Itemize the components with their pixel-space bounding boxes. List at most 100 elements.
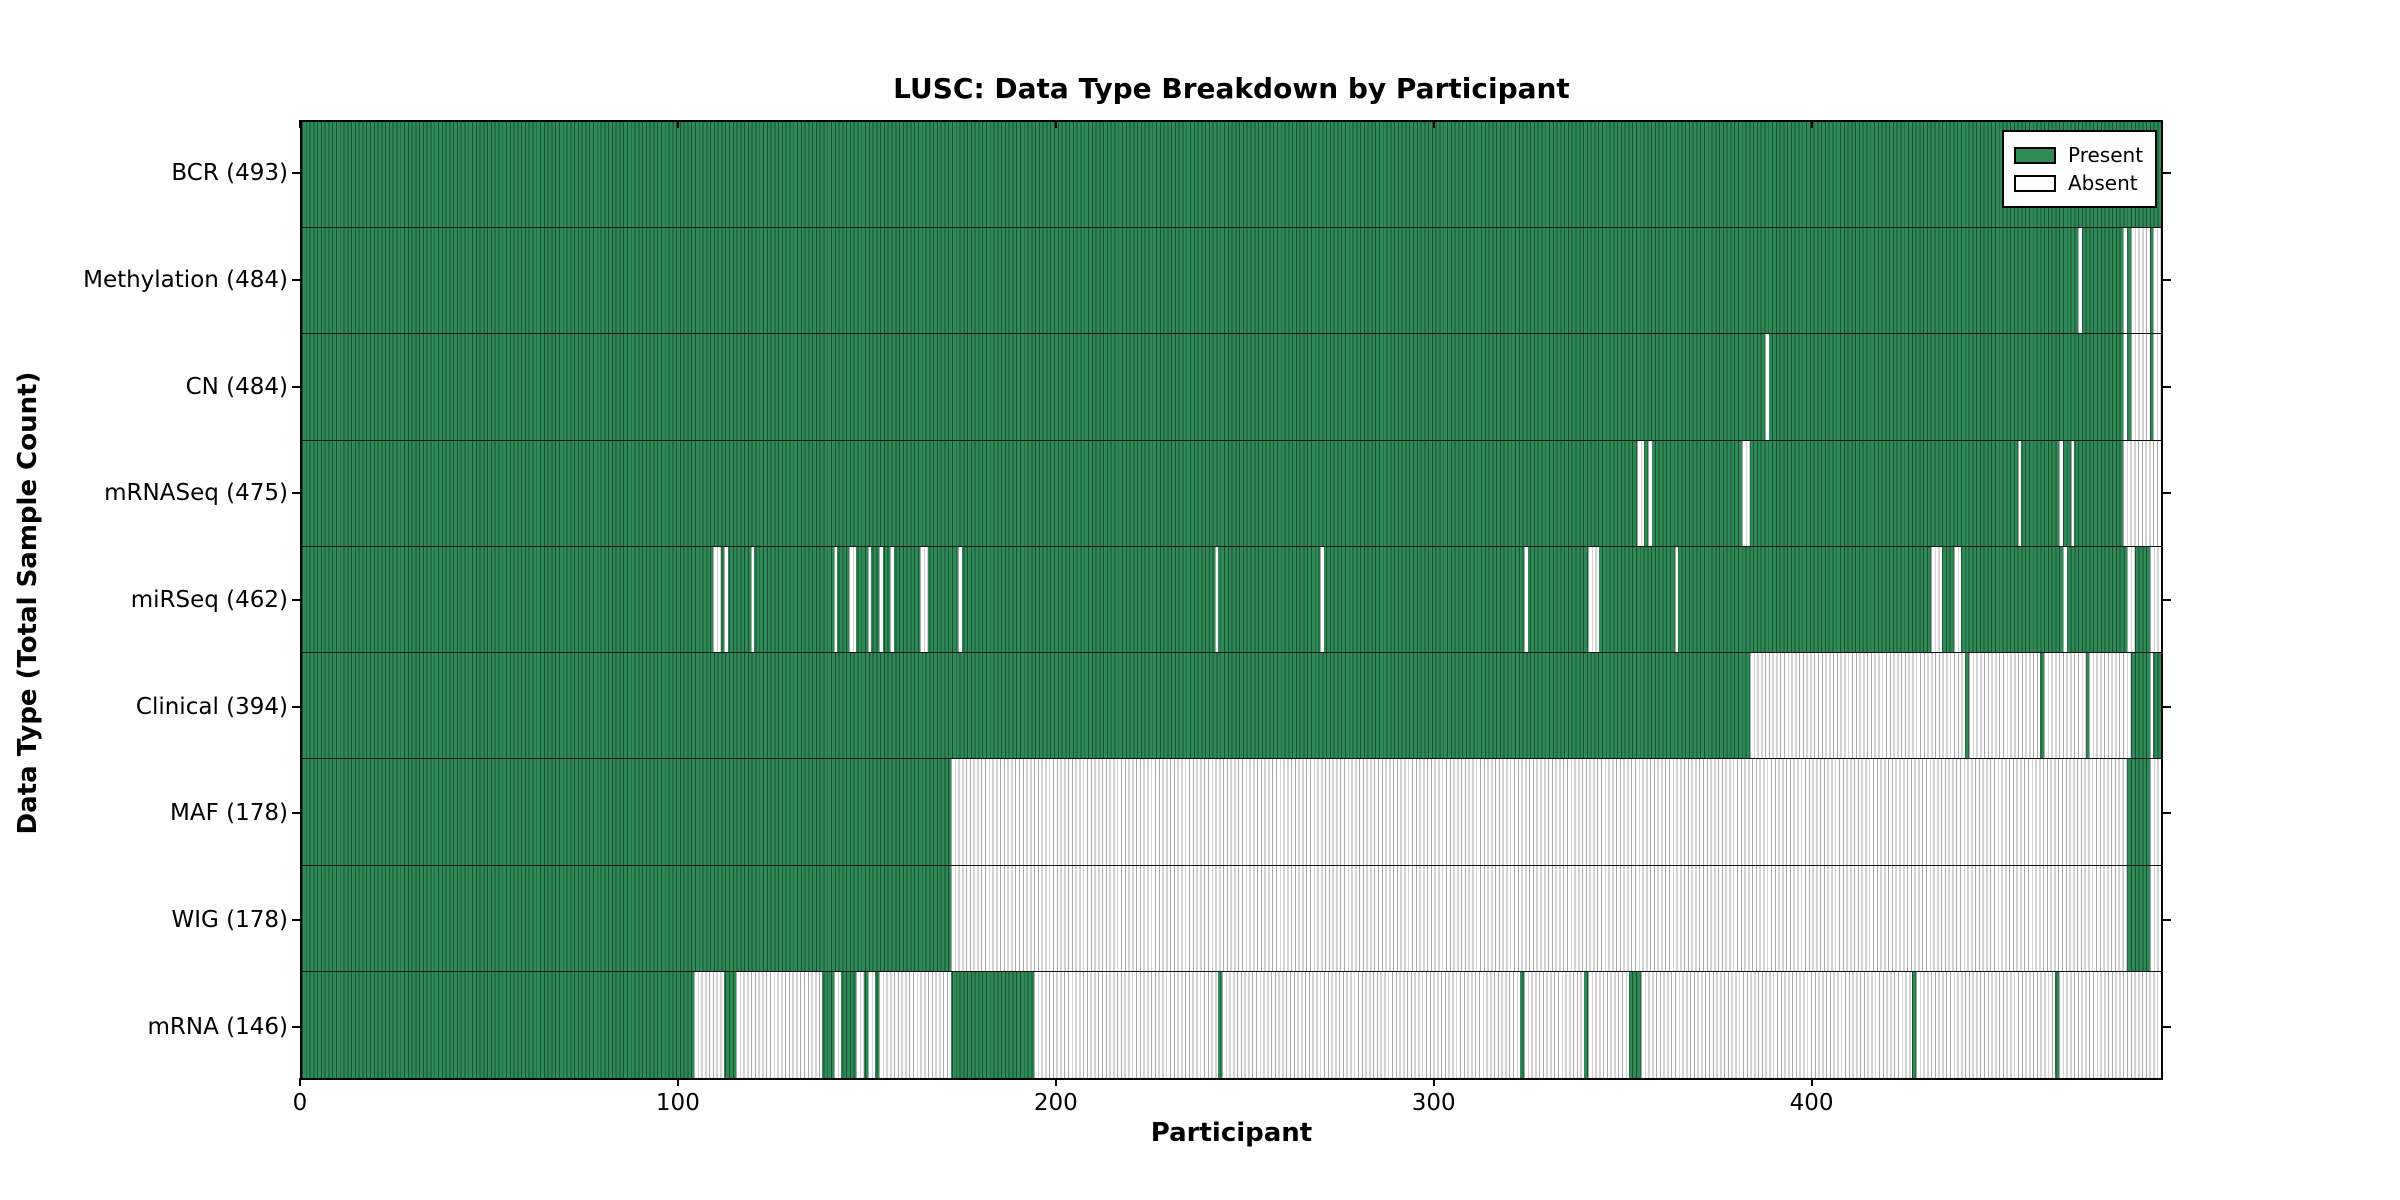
absent-segment: [1320, 546, 1324, 653]
absent-segment: [1765, 334, 1769, 440]
absent-segment: [735, 971, 823, 1078]
x-tick-label-0: 0: [292, 1090, 308, 1116]
absent-segment: [1648, 440, 1652, 546]
y-tick-mark: [2163, 705, 2171, 708]
y-tick-mark: [292, 492, 300, 495]
y-tick-label-miRSeq: miRSeq (462): [130, 587, 288, 613]
absent-segment: [2059, 440, 2063, 546]
present-fill: [302, 546, 2161, 653]
x-tick-label-300: 300: [1411, 1090, 1456, 1116]
absent-segment: [1636, 440, 1645, 546]
absent-segment: [724, 546, 729, 653]
y-tick-label-Methylation: Methylation (484): [83, 267, 288, 293]
absent-segment: [750, 546, 755, 653]
present-fill: [302, 228, 2161, 334]
absent-segment: [2130, 228, 2150, 334]
y-tick-mark: [2163, 919, 2171, 921]
absent-segment: [2044, 653, 2086, 759]
legend-entry-present: Present: [2014, 143, 2143, 167]
absent-segment: [867, 546, 872, 653]
row-mRNASeq: [302, 440, 2161, 547]
absent-segment: [878, 546, 883, 653]
absent-segment: [1523, 546, 1528, 653]
legend-swatch-absent: [2014, 174, 2056, 192]
y-tick-mark: [2163, 279, 2171, 281]
row-MAF: [302, 759, 2161, 866]
absent-segment: [1640, 971, 1913, 1078]
absent-segment: [1222, 971, 1520, 1078]
x-tick-mark: [676, 1078, 679, 1086]
absent-segment: [2149, 546, 2161, 653]
legend: Present Absent: [2002, 130, 2158, 208]
x-tick-label-100: 100: [655, 1090, 700, 1116]
absent-segment: [833, 546, 838, 653]
y-tick-label-mRNA: mRNA (146): [147, 1013, 288, 1040]
y-tick-mark: [292, 279, 300, 281]
absent-segment: [1674, 546, 1679, 653]
absent-segment: [694, 971, 725, 1078]
x-tick-mark: [676, 120, 679, 128]
y-tick-label-BCR: BCR (493): [171, 160, 288, 187]
x-tick-mark: [299, 1078, 301, 1086]
absent-segment: [920, 546, 928, 653]
x-axis-label: Participant: [1150, 1118, 1313, 1148]
absent-segment: [2123, 228, 2128, 334]
absent-segment: [1033, 971, 1219, 1078]
present-fill: [302, 122, 2161, 228]
row-BCR: [302, 122, 2161, 229]
absent-segment: [1930, 546, 1943, 653]
legend-entry-absent: Absent: [2014, 171, 2143, 195]
absent-segment: [2149, 759, 2161, 865]
absent-segment: [1968, 653, 2041, 759]
absent-segment: [713, 546, 721, 653]
absent-segment: [1587, 546, 1600, 653]
absent-segment: [2089, 653, 2131, 759]
row-WIG: [302, 865, 2161, 972]
row-Clinical: [302, 653, 2161, 760]
absent-segment: [2153, 334, 2161, 440]
row-miRSeq: [302, 546, 2161, 654]
absent-segment: [2017, 440, 2022, 546]
y-tick-mark: [2163, 1025, 2171, 1028]
absent-segment: [1953, 546, 1962, 653]
y-tick-label-WIG: WIG (178): [171, 907, 288, 933]
y-tick-mark: [292, 812, 300, 815]
absent-segment: [1523, 971, 1585, 1078]
absent-segment: [2127, 546, 2135, 653]
presence-matrix: [302, 122, 2161, 1078]
absent-segment: [833, 971, 842, 1078]
x-tick-mark: [299, 120, 301, 128]
y-tick-mark: [292, 919, 300, 921]
y-tick-mark: [292, 172, 300, 175]
y-tick-mark: [292, 599, 300, 601]
x-tick-mark: [1810, 1078, 1813, 1086]
absent-segment: [2149, 653, 2154, 759]
x-tick-mark: [1054, 120, 1057, 128]
row-Methylation: [302, 228, 2161, 335]
absent-segment: [1587, 971, 1630, 1078]
row-mRNA: [302, 971, 2161, 1078]
absent-segment: [878, 971, 951, 1078]
absent-segment: [1742, 440, 1750, 546]
legend-label: Present: [2068, 143, 2144, 167]
absent-segment: [958, 546, 962, 653]
absent-segment: [1749, 653, 1965, 759]
y-tick-mark: [2163, 172, 2171, 175]
plot-area: [300, 120, 2163, 1080]
absent-segment: [2130, 334, 2150, 440]
y-tick-mark: [292, 705, 300, 708]
y-tick-label-mRNASeq: mRNASeq (475): [104, 480, 288, 507]
absent-segment: [890, 546, 894, 653]
absent-segment: [950, 759, 2128, 865]
x-tick-mark: [1054, 1078, 1057, 1086]
y-tick-mark: [292, 1025, 300, 1028]
present-fill: [302, 334, 2161, 440]
y-tick-label-Clinical: Clinical (394): [135, 693, 288, 720]
present-fill: [302, 440, 2161, 546]
absent-segment: [2149, 865, 2161, 971]
absent-segment: [1214, 546, 1219, 653]
absent-segment: [2123, 440, 2161, 546]
y-tick-mark: [2163, 385, 2171, 388]
y-tick-mark: [2163, 492, 2171, 495]
absent-segment: [2123, 334, 2128, 440]
